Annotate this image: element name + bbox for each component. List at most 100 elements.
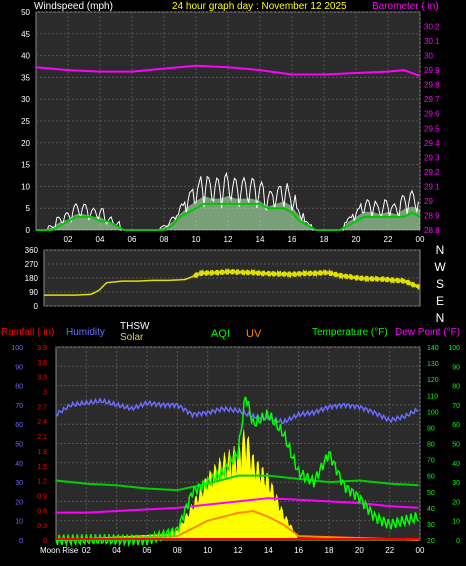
temperature-y-tick: 30 <box>427 522 435 529</box>
barometer-y-tick: 29.2 <box>424 168 440 177</box>
barometer-y-tick: 29.6 <box>424 110 440 119</box>
barometer-y-tick: 29.4 <box>424 139 440 148</box>
combined-x-tick: 00 <box>416 546 425 555</box>
wind-y-tick: 25 <box>21 117 30 126</box>
combined-x-tick: 08 <box>173 546 182 555</box>
temperature-y-tick: 60 <box>427 474 435 481</box>
rainfall-y-tick: 2.7 <box>37 404 47 411</box>
aqi-y-tick: 20 <box>452 499 460 506</box>
temperature-y-tick: 20 <box>427 538 435 545</box>
combined-x-tick: 04 <box>112 546 121 555</box>
barometer-y-tick: 30 <box>424 52 433 61</box>
wind-y-tick: 50 <box>21 8 30 17</box>
compass-label: W <box>434 260 446 274</box>
rainfall-y-tick: 0.3 <box>37 523 47 530</box>
barometer-line <box>35 64 421 77</box>
barometer-y-tick: 28.8 <box>424 226 440 235</box>
wind-x-tick: 18 <box>320 235 329 244</box>
combined-x-tick: 02 <box>82 546 91 555</box>
humidity-y-tick: 0 <box>19 538 23 545</box>
aqi-y-tick: 10 <box>452 519 460 526</box>
combined-x-tick: 22 <box>385 546 394 555</box>
barometer-y-tick: 29.8 <box>424 81 440 90</box>
humidity-label: Humidity <box>66 327 105 338</box>
wind-x-tick: 00 <box>416 235 425 244</box>
thsw-label: THSW <box>120 321 150 332</box>
wind-x-tick: 16 <box>288 235 297 244</box>
aqi-y-tick: 60 <box>452 422 460 429</box>
rainfall-y-tick: 3 <box>43 390 47 397</box>
temperature-line <box>55 474 419 492</box>
temperature-y-tick: 120 <box>427 377 439 384</box>
rainfall-y-tick: 2.1 <box>37 434 47 441</box>
aqi-y-tick: 0 <box>456 538 460 545</box>
wind-direction-line <box>44 267 420 296</box>
wind-y-tick: 20 <box>21 139 30 148</box>
barometer-y-tick: 30.2 <box>424 23 440 32</box>
direction-y-tick: 360 <box>25 246 39 255</box>
barometer-y-tick: 29.9 <box>424 66 440 75</box>
humidity-y-tick: 40 <box>15 461 23 468</box>
barometer-y-tick: 29.3 <box>424 153 440 162</box>
humidity-y-tick: 50 <box>15 442 23 449</box>
wind-y-tick: 10 <box>21 182 30 191</box>
temperature-y-tick: 130 <box>427 361 439 368</box>
wind-average-line <box>36 202 421 231</box>
rainfall-y-tick: 0.9 <box>37 493 47 500</box>
wind-y-tick: 15 <box>21 161 30 170</box>
rainfall-y-tick: 1.8 <box>37 449 47 456</box>
rainfall-y-tick: 0 <box>43 538 47 545</box>
uv-label: UV <box>246 328 262 340</box>
combined-x-tick: 06 <box>143 546 152 555</box>
aqi-y-tick: 90 <box>452 364 460 371</box>
barometer-y-tick: 29.5 <box>424 124 440 133</box>
rainfall-y-tick: 3.6 <box>37 360 47 367</box>
temperature-y-tick: 110 <box>427 393 438 400</box>
wind-y-tick: 0 <box>26 226 31 235</box>
humidity-line <box>55 397 419 425</box>
moonrise-label: Moon Rise <box>40 546 79 555</box>
wind-y-tick: 40 <box>21 52 30 61</box>
combined-x-tick: 16 <box>294 546 303 555</box>
direction-y-tick: 270 <box>25 260 39 269</box>
wind-x-tick: 12 <box>224 235 233 244</box>
humidity-y-tick: 30 <box>15 480 23 487</box>
rainfall-label: Rainfall ( in) <box>1 327 54 338</box>
wind-y-tick: 30 <box>21 95 30 104</box>
direction-y-tick: 0 <box>34 302 39 311</box>
wind-x-tick: 22 <box>384 235 393 244</box>
wind-x-tick: 06 <box>128 235 137 244</box>
rainfall-y-tick: 2.4 <box>37 419 47 426</box>
humidity-y-tick: 10 <box>15 519 23 526</box>
temperature-y-tick: 90 <box>427 425 435 432</box>
wind-x-tick: 08 <box>160 235 169 244</box>
rainfall-y-tick: 1.5 <box>37 464 47 471</box>
barometer-y-tick: 29 <box>424 197 433 206</box>
combined-x-tick: 12 <box>234 546 243 555</box>
wind-x-tick: 14 <box>256 235 265 244</box>
temperature-y-tick: 70 <box>427 458 435 465</box>
wind-barometer-plot: 0 5 10 15 20 25 30 35 40 45 50 28.8 28.9 29 29.1 29.2 29… <box>21 8 440 244</box>
barometer-label: Barometer ( in) <box>372 1 439 12</box>
dewpoint-line <box>56 497 419 514</box>
windspeed-label: Windspeed (mph) <box>34 1 113 12</box>
combined-x-tick: 18 <box>325 546 334 555</box>
aqi-y-tick: 50 <box>452 442 460 449</box>
temperature-y-tick: 100 <box>427 409 439 416</box>
barometer-y-tick: 28.9 <box>424 211 440 220</box>
humidity-y-tick: 60 <box>15 422 23 429</box>
aqi-y-tick: 80 <box>452 384 460 391</box>
barometer-y-tick: 29.7 <box>424 95 440 104</box>
dewpoint-label: Dew Point (°F) <box>395 327 460 338</box>
wind-y-tick: 35 <box>21 73 30 82</box>
compass-label: N <box>436 311 445 325</box>
aqi-y-tick: 70 <box>452 403 460 410</box>
aqi-y-tick: 40 <box>452 461 460 468</box>
combined-x-tick: 14 <box>264 546 273 555</box>
direction-y-tick: 90 <box>29 288 38 297</box>
compass-label: E <box>436 294 444 308</box>
temperature-label: Temperature (°F) <box>312 327 388 338</box>
date-label: 24 hour graph day : November 12 2025 <box>172 1 347 12</box>
